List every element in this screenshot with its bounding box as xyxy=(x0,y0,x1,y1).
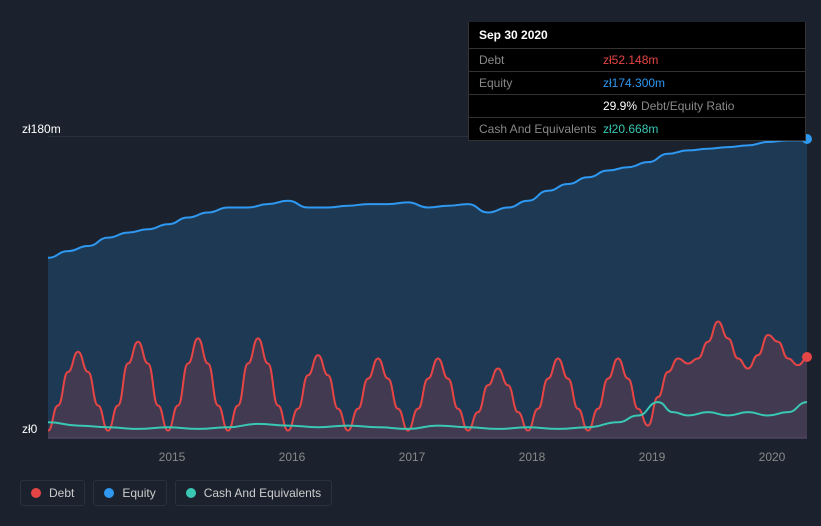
tooltip-row-label: Debt xyxy=(479,53,603,67)
chart-tooltip: Sep 30 2020 Debtzł52.148mEquityzł174.300… xyxy=(468,22,806,141)
x-axis-tick: 2017 xyxy=(399,450,426,464)
x-axis-tick: 2018 xyxy=(519,450,546,464)
series-end-dot xyxy=(802,352,812,362)
legend-label: Cash And Equivalents xyxy=(204,486,321,500)
tooltip-row: Equityzł174.300m xyxy=(469,72,805,95)
tooltip-row: Debtzł52.148m xyxy=(469,49,805,72)
tooltip-row-value: zł174.300m xyxy=(603,76,665,90)
legend-dot-icon xyxy=(186,488,196,498)
tooltip-row-label xyxy=(479,99,603,113)
x-axis-tick: 2016 xyxy=(279,450,306,464)
tooltip-row-label: Equity xyxy=(479,76,603,90)
tooltip-row: 29.9% Debt/Equity Ratio xyxy=(469,95,805,118)
x-axis-tick: 2020 xyxy=(759,450,786,464)
chart-plot-area[interactable] xyxy=(48,136,807,438)
legend-label: Equity xyxy=(122,486,155,500)
x-axis-tick: 2015 xyxy=(159,450,186,464)
chart-legend: Debt Equity Cash And Equivalents xyxy=(20,480,332,506)
legend-item[interactable]: Cash And Equivalents xyxy=(175,480,332,506)
tooltip-row-value: zł52.148m xyxy=(603,53,658,67)
chart-svg xyxy=(48,137,807,439)
tooltip-row-value: 29.9% xyxy=(603,99,637,113)
legend-item[interactable]: Equity xyxy=(93,480,166,506)
tooltip-row-value: zł20.668m xyxy=(603,122,658,136)
y-axis-max-label: zł180m xyxy=(22,122,61,136)
legend-item[interactable]: Debt xyxy=(20,480,85,506)
y-axis-min-label: zł0 xyxy=(22,422,37,436)
tooltip-row: Cash And Equivalentszł20.668m xyxy=(469,118,805,140)
tooltip-date: Sep 30 2020 xyxy=(469,22,805,49)
legend-dot-icon xyxy=(104,488,114,498)
legend-label: Debt xyxy=(49,486,74,500)
legend-dot-icon xyxy=(31,488,41,498)
tooltip-row-suffix: Debt/Equity Ratio xyxy=(641,99,734,113)
tooltip-row-label: Cash And Equivalents xyxy=(479,122,603,136)
x-axis-tick: 2019 xyxy=(639,450,666,464)
